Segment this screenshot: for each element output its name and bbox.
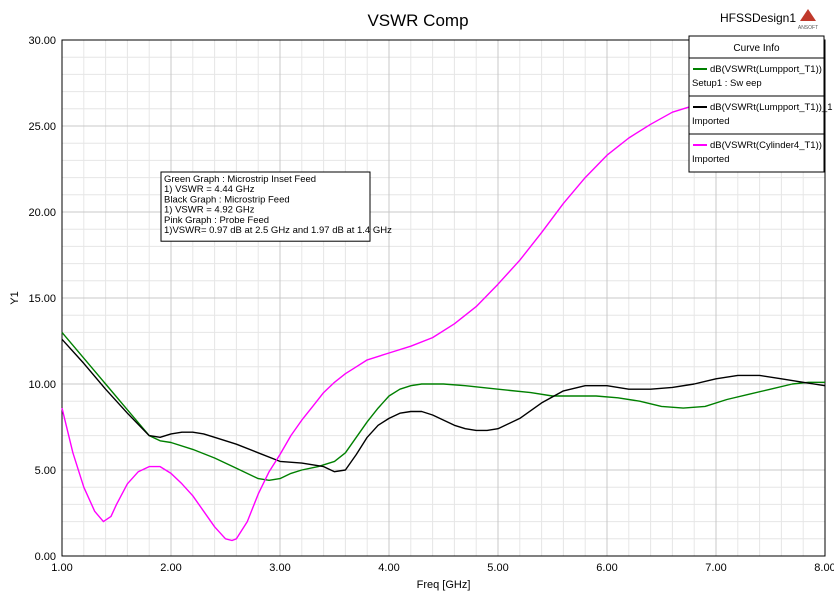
- annotation-line: Black Graph : Microstrip Feed: [164, 194, 290, 205]
- legend: Curve Info dB(VSWRt(Lumpport_T1)) Setup1 :…: [688, 35, 832, 173]
- x-axis-label: Freq [GHz]: [417, 579, 471, 591]
- ansoft-logo: ANSOFT: [798, 9, 818, 31]
- annotation-line: 1) VSWR = 4.44 GHz: [164, 184, 255, 195]
- series-line-2: [61, 338, 826, 473]
- legend-entry-sublabel: Imported: [692, 116, 730, 127]
- legend-frame: [688, 35, 825, 173]
- x-tick-label: 6.00: [596, 562, 617, 574]
- y-tick-label: 15.00: [28, 293, 56, 305]
- y-axis-label: Y1: [9, 291, 21, 304]
- y-tick-label: 10.00: [28, 379, 56, 391]
- x-tick-label: 8.00: [814, 562, 834, 574]
- legend-entry-sublabel: Setup1 : Sw eep: [692, 78, 762, 89]
- annotation-frame: [160, 171, 371, 242]
- series-group: [61, 101, 826, 542]
- design-name: HFSSDesign1: [720, 11, 796, 25]
- series-line-3: [61, 101, 717, 542]
- chart-title: VSWR Comp: [367, 11, 468, 30]
- x-tick-label: 4.00: [378, 562, 399, 574]
- y-tick-label: 0.00: [35, 551, 56, 563]
- annotation-line: 1)VSWR= 0.97 dB at 2.5 GHz and 1.97 dB a…: [164, 225, 392, 236]
- series-line-1: [61, 331, 825, 481]
- ansoft-logo-text: ANSOFT: [798, 25, 818, 31]
- annotation-line: 1) VSWR = 4.92 GHz: [164, 205, 255, 216]
- x-tick-label: 7.00: [705, 562, 726, 574]
- x-tick-label: 2.00: [160, 562, 181, 574]
- y-tick-label: 30.00: [28, 35, 56, 47]
- legend-entry-sublabel: Imported: [692, 154, 730, 165]
- annotation-line: Green Graph : Microstrip Inset Feed: [164, 174, 316, 185]
- x-tick-label: 1.00: [51, 562, 72, 574]
- y-tick-label: 25.00: [28, 121, 56, 133]
- legend-entry-label: dB(VSWRt(Lumpport_T1)): [710, 64, 822, 75]
- legend-entry-label: dB(VSWRt(Lumpport_T1))_1: [710, 102, 832, 113]
- y-tick-label: 5.00: [35, 465, 56, 477]
- annotation-line: Pink Graph : Probe Feed: [164, 215, 269, 226]
- legend-entry-label: dB(VSWRt(Cylinder4_T1)): [710, 140, 822, 151]
- y-tick-label: 20.00: [28, 207, 56, 219]
- x-tick-label: 5.00: [487, 562, 508, 574]
- plot-frame: [61, 39, 826, 557]
- ansoft-logo-mark: [800, 9, 816, 21]
- x-tick-label: 3.00: [269, 562, 290, 574]
- legend-title: Curve Info: [733, 43, 780, 54]
